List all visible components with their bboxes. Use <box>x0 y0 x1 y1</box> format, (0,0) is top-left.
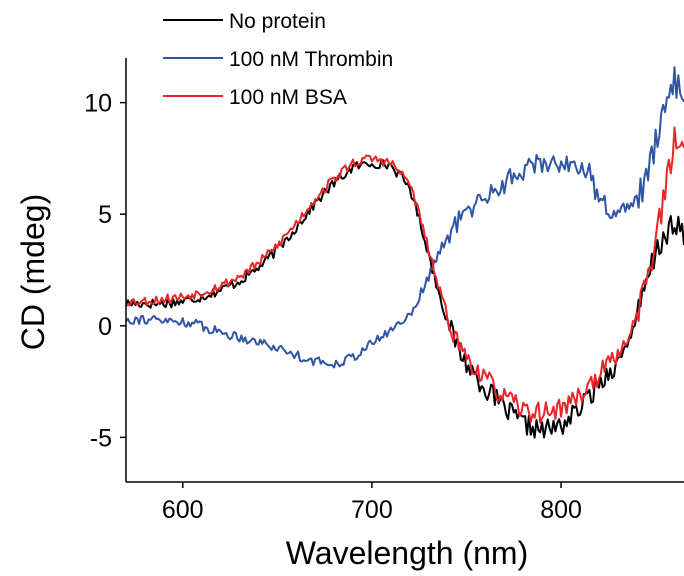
x-axis-label: Wavelength (nm) <box>286 535 528 571</box>
y-tick-label: 10 <box>84 90 112 118</box>
x-tick-label: 600 <box>162 496 204 524</box>
legend: No protein 100 nM Thrombin 100 nM BSA <box>163 10 393 109</box>
axes-layer <box>125 58 684 483</box>
ticks-layer: 600 700 800 -5 0 5 10 <box>84 90 582 524</box>
y-tick-label: 0 <box>98 313 112 341</box>
x-tick-label: 800 <box>540 496 582 524</box>
legend-entry-label: 100 nM Thrombin <box>229 48 393 71</box>
y-tick-label: 5 <box>98 201 112 229</box>
legend-entry-label: No protein <box>229 10 326 33</box>
y-tick-label: -5 <box>90 424 112 452</box>
series-line-100-nm-bsa <box>125 126 684 424</box>
legend-entry-label: 100 nM BSA <box>229 86 347 109</box>
y-axis-label: CD (mdeg) <box>15 194 51 350</box>
series-layer <box>125 66 684 439</box>
x-tick-label: 700 <box>351 496 393 524</box>
series-line-no-protein <box>125 158 684 439</box>
series-line-100-nm-thrombin <box>125 66 684 369</box>
